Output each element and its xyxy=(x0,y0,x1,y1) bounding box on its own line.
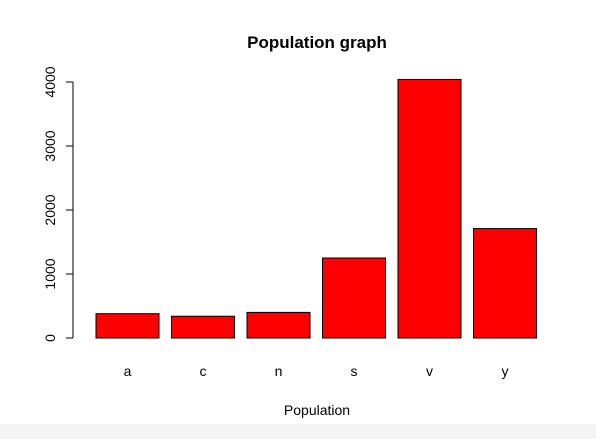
x-category-label-s: s xyxy=(351,363,358,379)
bar-c xyxy=(171,315,235,339)
population-bar-chart: Population graph 0 1000 2000 3000 4000 a c n s v… xyxy=(42,33,537,418)
y-axis: 0 1000 2000 3000 4000 xyxy=(42,66,74,342)
bar-y xyxy=(473,228,537,339)
x-category-label-y: y xyxy=(502,363,509,379)
chart-title: Population graph xyxy=(247,33,387,52)
bar-n xyxy=(246,311,311,339)
bottom-band xyxy=(0,424,596,439)
y-tick-label: 1000 xyxy=(42,258,58,289)
x-category-label-v: v xyxy=(426,363,433,379)
bar-s xyxy=(322,257,386,339)
y-tick-label: 3000 xyxy=(42,130,58,161)
x-category-label-c: c xyxy=(200,363,207,379)
x-axis-label: Population xyxy=(284,402,350,418)
bar-v xyxy=(397,78,462,339)
y-tick-label: 4000 xyxy=(42,66,58,97)
x-category-label-n: n xyxy=(275,363,283,379)
y-tick-label: 0 xyxy=(42,334,58,342)
bar-a xyxy=(95,313,160,339)
bars-group xyxy=(95,78,537,339)
x-category-label-a: a xyxy=(124,363,132,379)
y-tick-label: 2000 xyxy=(42,194,58,225)
